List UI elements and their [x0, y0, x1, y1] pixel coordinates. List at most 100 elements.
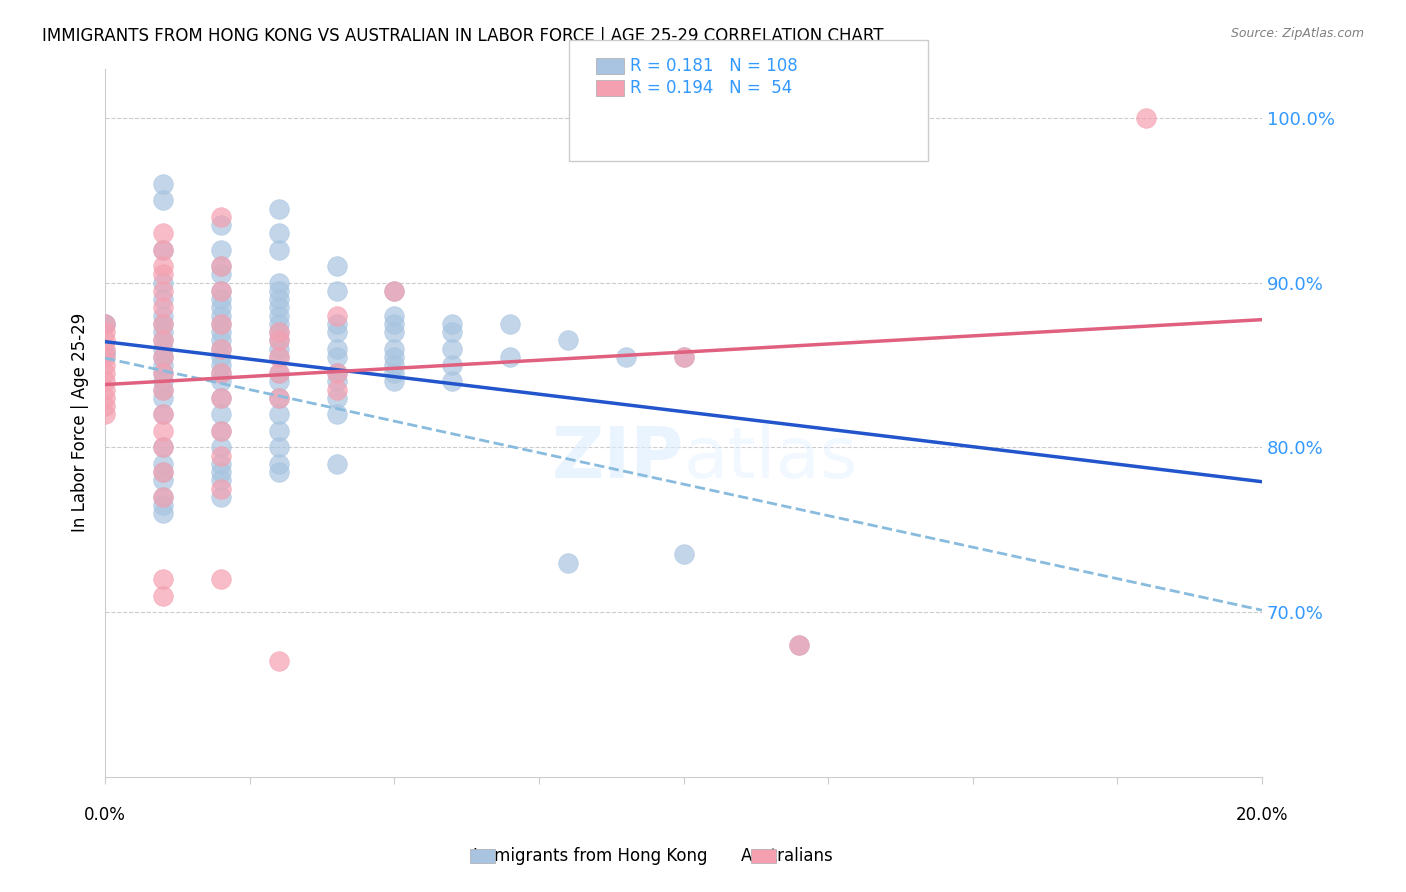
Point [209, 284, 232, 298]
Point [152, 333, 174, 347]
Point [152, 259, 174, 273]
Point [672, 548, 695, 562]
Point [152, 317, 174, 331]
Text: Australians: Australians [741, 847, 834, 865]
Point [209, 572, 232, 586]
Point [152, 194, 174, 208]
Point [152, 440, 174, 454]
Point [94, 342, 117, 356]
Point [267, 301, 290, 315]
Point [152, 309, 174, 323]
Point [152, 424, 174, 438]
Point [94, 317, 117, 331]
Point [152, 268, 174, 282]
Point [94, 375, 117, 389]
Point [325, 309, 347, 323]
Point [209, 391, 232, 405]
Point [209, 366, 232, 380]
Point [267, 309, 290, 323]
Point [152, 350, 174, 364]
Point [152, 243, 174, 257]
Point [325, 259, 347, 273]
Point [209, 490, 232, 504]
Point [152, 375, 174, 389]
Point [325, 383, 347, 397]
Text: Source: ZipAtlas.com: Source: ZipAtlas.com [1230, 27, 1364, 40]
Point [94, 399, 117, 413]
Point [209, 325, 232, 339]
Text: Immigrants from Hong Kong: Immigrants from Hong Kong [474, 847, 707, 865]
Point [209, 440, 232, 454]
Point [384, 358, 406, 372]
Point [267, 350, 290, 364]
Point [152, 465, 174, 479]
Point [152, 408, 174, 422]
Point [787, 638, 810, 652]
Point [325, 342, 347, 356]
Point [209, 268, 232, 282]
Y-axis label: In Labor Force | Age 25-29: In Labor Force | Age 25-29 [72, 313, 89, 533]
Point [94, 408, 117, 422]
Point [209, 284, 232, 298]
Point [152, 490, 174, 504]
Point [267, 333, 290, 347]
Text: ZIP: ZIP [551, 424, 683, 492]
Point [325, 317, 347, 331]
Point [152, 366, 174, 380]
Point [152, 490, 174, 504]
Point [94, 366, 117, 380]
Point [209, 218, 232, 232]
Point [209, 375, 232, 389]
Point [209, 309, 232, 323]
Point [325, 408, 347, 422]
Point [267, 350, 290, 364]
Point [267, 655, 290, 669]
Point [325, 366, 347, 380]
Point [267, 366, 290, 380]
Point [209, 424, 232, 438]
Point [209, 457, 232, 471]
Point [325, 391, 347, 405]
Text: IMMIGRANTS FROM HONG KONG VS AUSTRALIAN IN LABOR FORCE | AGE 25-29 CORRELATION C: IMMIGRANTS FROM HONG KONG VS AUSTRALIAN … [42, 27, 884, 45]
Point [209, 350, 232, 364]
Point [441, 342, 464, 356]
Point [209, 342, 232, 356]
Point [267, 366, 290, 380]
Point [267, 325, 290, 339]
Point [209, 333, 232, 347]
Point [267, 465, 290, 479]
Point [384, 342, 406, 356]
Point [441, 325, 464, 339]
Point [267, 243, 290, 257]
Point [267, 226, 290, 240]
Point [209, 482, 232, 496]
Point [209, 449, 232, 463]
Point [557, 556, 579, 570]
Point [152, 506, 174, 520]
Point [209, 358, 232, 372]
Point [209, 424, 232, 438]
Point [209, 391, 232, 405]
Point [152, 301, 174, 315]
Point [152, 408, 174, 422]
Point [267, 276, 290, 290]
Text: R = 0.194   N =  54: R = 0.194 N = 54 [630, 79, 792, 97]
Point [384, 317, 406, 331]
Point [152, 383, 174, 397]
Point [499, 350, 522, 364]
Point [152, 292, 174, 306]
Point [152, 276, 174, 290]
Point [94, 346, 117, 360]
Point [441, 317, 464, 331]
Point [152, 391, 174, 405]
Point [325, 350, 347, 364]
Point [152, 383, 174, 397]
Point [209, 259, 232, 273]
Point [209, 243, 232, 257]
Point [267, 317, 290, 331]
Point [1135, 111, 1157, 125]
Point [152, 317, 174, 331]
Point [209, 292, 232, 306]
Point [209, 317, 232, 331]
Point [209, 366, 232, 380]
